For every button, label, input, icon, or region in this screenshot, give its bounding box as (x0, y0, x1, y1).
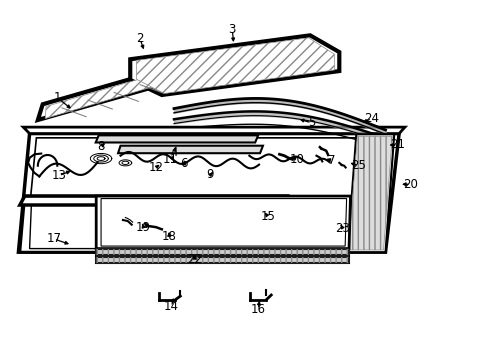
Text: 13: 13 (51, 169, 66, 182)
Polygon shape (23, 127, 404, 134)
Polygon shape (20, 196, 287, 205)
Text: 14: 14 (164, 300, 179, 313)
Polygon shape (101, 199, 346, 246)
Polygon shape (38, 60, 196, 120)
Text: 3: 3 (228, 23, 236, 36)
Polygon shape (96, 135, 258, 143)
Polygon shape (118, 146, 263, 153)
Text: 22: 22 (187, 253, 202, 266)
Text: 24: 24 (364, 112, 379, 125)
Text: 25: 25 (350, 159, 366, 172)
Polygon shape (347, 134, 393, 252)
Text: 15: 15 (260, 210, 275, 223)
Text: 19: 19 (136, 221, 151, 234)
Text: 1: 1 (54, 91, 61, 104)
Text: 10: 10 (289, 153, 304, 166)
Polygon shape (45, 64, 192, 118)
Polygon shape (30, 201, 281, 249)
Polygon shape (20, 196, 287, 252)
Text: 6: 6 (180, 157, 187, 170)
Polygon shape (96, 257, 348, 263)
Polygon shape (136, 38, 334, 94)
Polygon shape (26, 138, 392, 248)
Polygon shape (96, 196, 350, 249)
Text: 16: 16 (250, 303, 265, 316)
Text: 5: 5 (307, 116, 315, 129)
Text: 21: 21 (389, 139, 405, 152)
Polygon shape (96, 249, 348, 255)
Polygon shape (130, 35, 339, 95)
Text: 8: 8 (97, 140, 104, 153)
Text: 17: 17 (46, 233, 61, 246)
Text: 12: 12 (148, 161, 163, 174)
Text: 4: 4 (170, 146, 177, 159)
Text: 18: 18 (162, 230, 176, 243)
Polygon shape (19, 134, 398, 252)
Text: 2: 2 (136, 32, 143, 45)
Text: 23: 23 (335, 222, 349, 235)
Text: 7: 7 (327, 154, 335, 167)
Text: 20: 20 (403, 178, 417, 191)
Text: 11: 11 (163, 153, 178, 166)
Text: 9: 9 (206, 168, 214, 181)
Polygon shape (348, 136, 391, 250)
